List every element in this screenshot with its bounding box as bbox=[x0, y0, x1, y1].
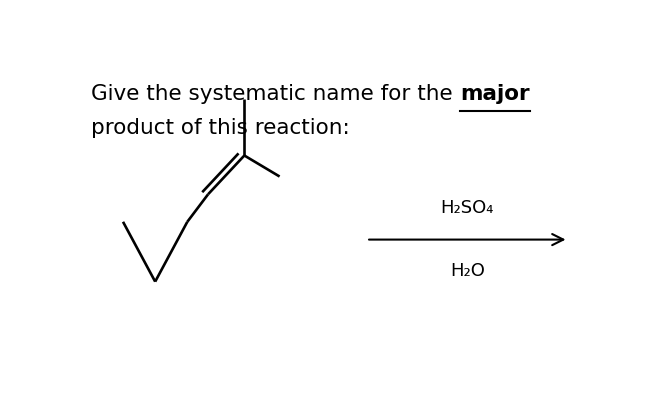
Text: major: major bbox=[460, 84, 530, 104]
Text: Give the systematic name for the: Give the systematic name for the bbox=[92, 84, 460, 104]
Text: H₂SO₄: H₂SO₄ bbox=[441, 199, 494, 217]
Text: product of this reaction:: product of this reaction: bbox=[92, 118, 350, 138]
Text: H₂O: H₂O bbox=[450, 262, 485, 280]
